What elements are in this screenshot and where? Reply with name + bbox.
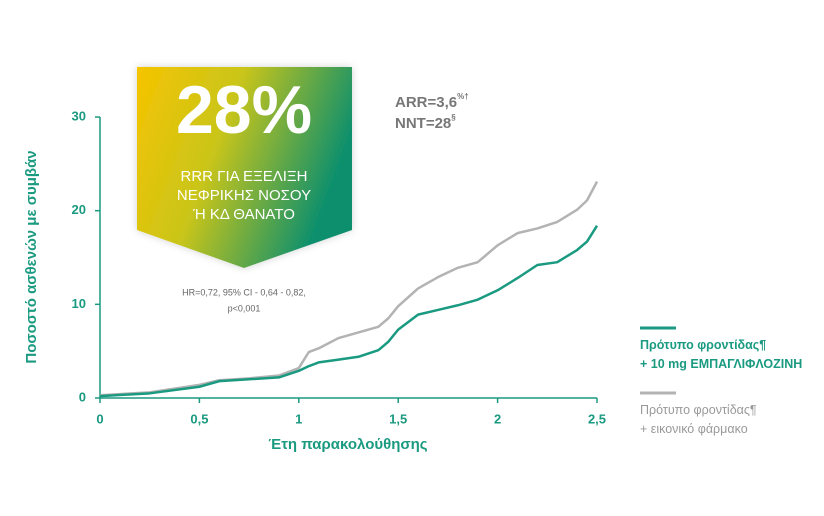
x-tick-label: 0,5	[190, 411, 208, 426]
annotation-text: NNT=28	[395, 115, 451, 132]
badge-text: Ή ΚΔ ΘΑΝΑΤΟ	[192, 206, 295, 223]
badge-title: 28%	[176, 72, 312, 148]
annotation: NNT=28§	[395, 113, 456, 132]
badge	[137, 67, 352, 268]
badge-text: ΝΕΦΡΙΚΗΣ ΝΟΣΟΥ	[177, 187, 311, 204]
annotation-sup: §	[451, 113, 456, 122]
x-tick-label: 0	[96, 411, 103, 426]
x-tick-label: 2	[494, 411, 501, 426]
x-axis-label: Έτη παρακολούθησης	[268, 436, 427, 453]
y-tick-label: 20	[72, 202, 86, 217]
x-tick-label: 1	[295, 411, 302, 426]
series-line	[99, 224, 599, 398]
annotation-sup: %†	[457, 92, 469, 101]
x-tick-label: 1,5	[389, 411, 407, 426]
annotation-text: ARR=3,6	[395, 94, 457, 111]
badge-text: RRR ΓΙΑ ΕΞΕΛΙΞΗ	[181, 168, 308, 185]
y-axis-label: Ποσοστό ασθενών με συμβάν	[23, 150, 40, 363]
stats-text: p<0,001	[228, 303, 261, 313]
legend-label: Πρότυπο φροντίδας¶ + εικονικό φάρμακο	[640, 403, 757, 436]
y-tick-label: 0	[79, 389, 86, 404]
y-tick-label: 30	[72, 108, 86, 123]
x-tick-label: 2,5	[588, 411, 606, 426]
annotation: ARR=3,6%†	[395, 92, 469, 111]
y-tick-label: 10	[72, 296, 86, 311]
legend-label: Πρότυπο φροντίδας¶ + 10 mg ΕΜΠΑΓΛΙΦΛΟΖΙΝ…	[640, 338, 803, 371]
stats-text: HR=0,72, 95% CI - 0,64 - 0,82,	[182, 287, 306, 297]
